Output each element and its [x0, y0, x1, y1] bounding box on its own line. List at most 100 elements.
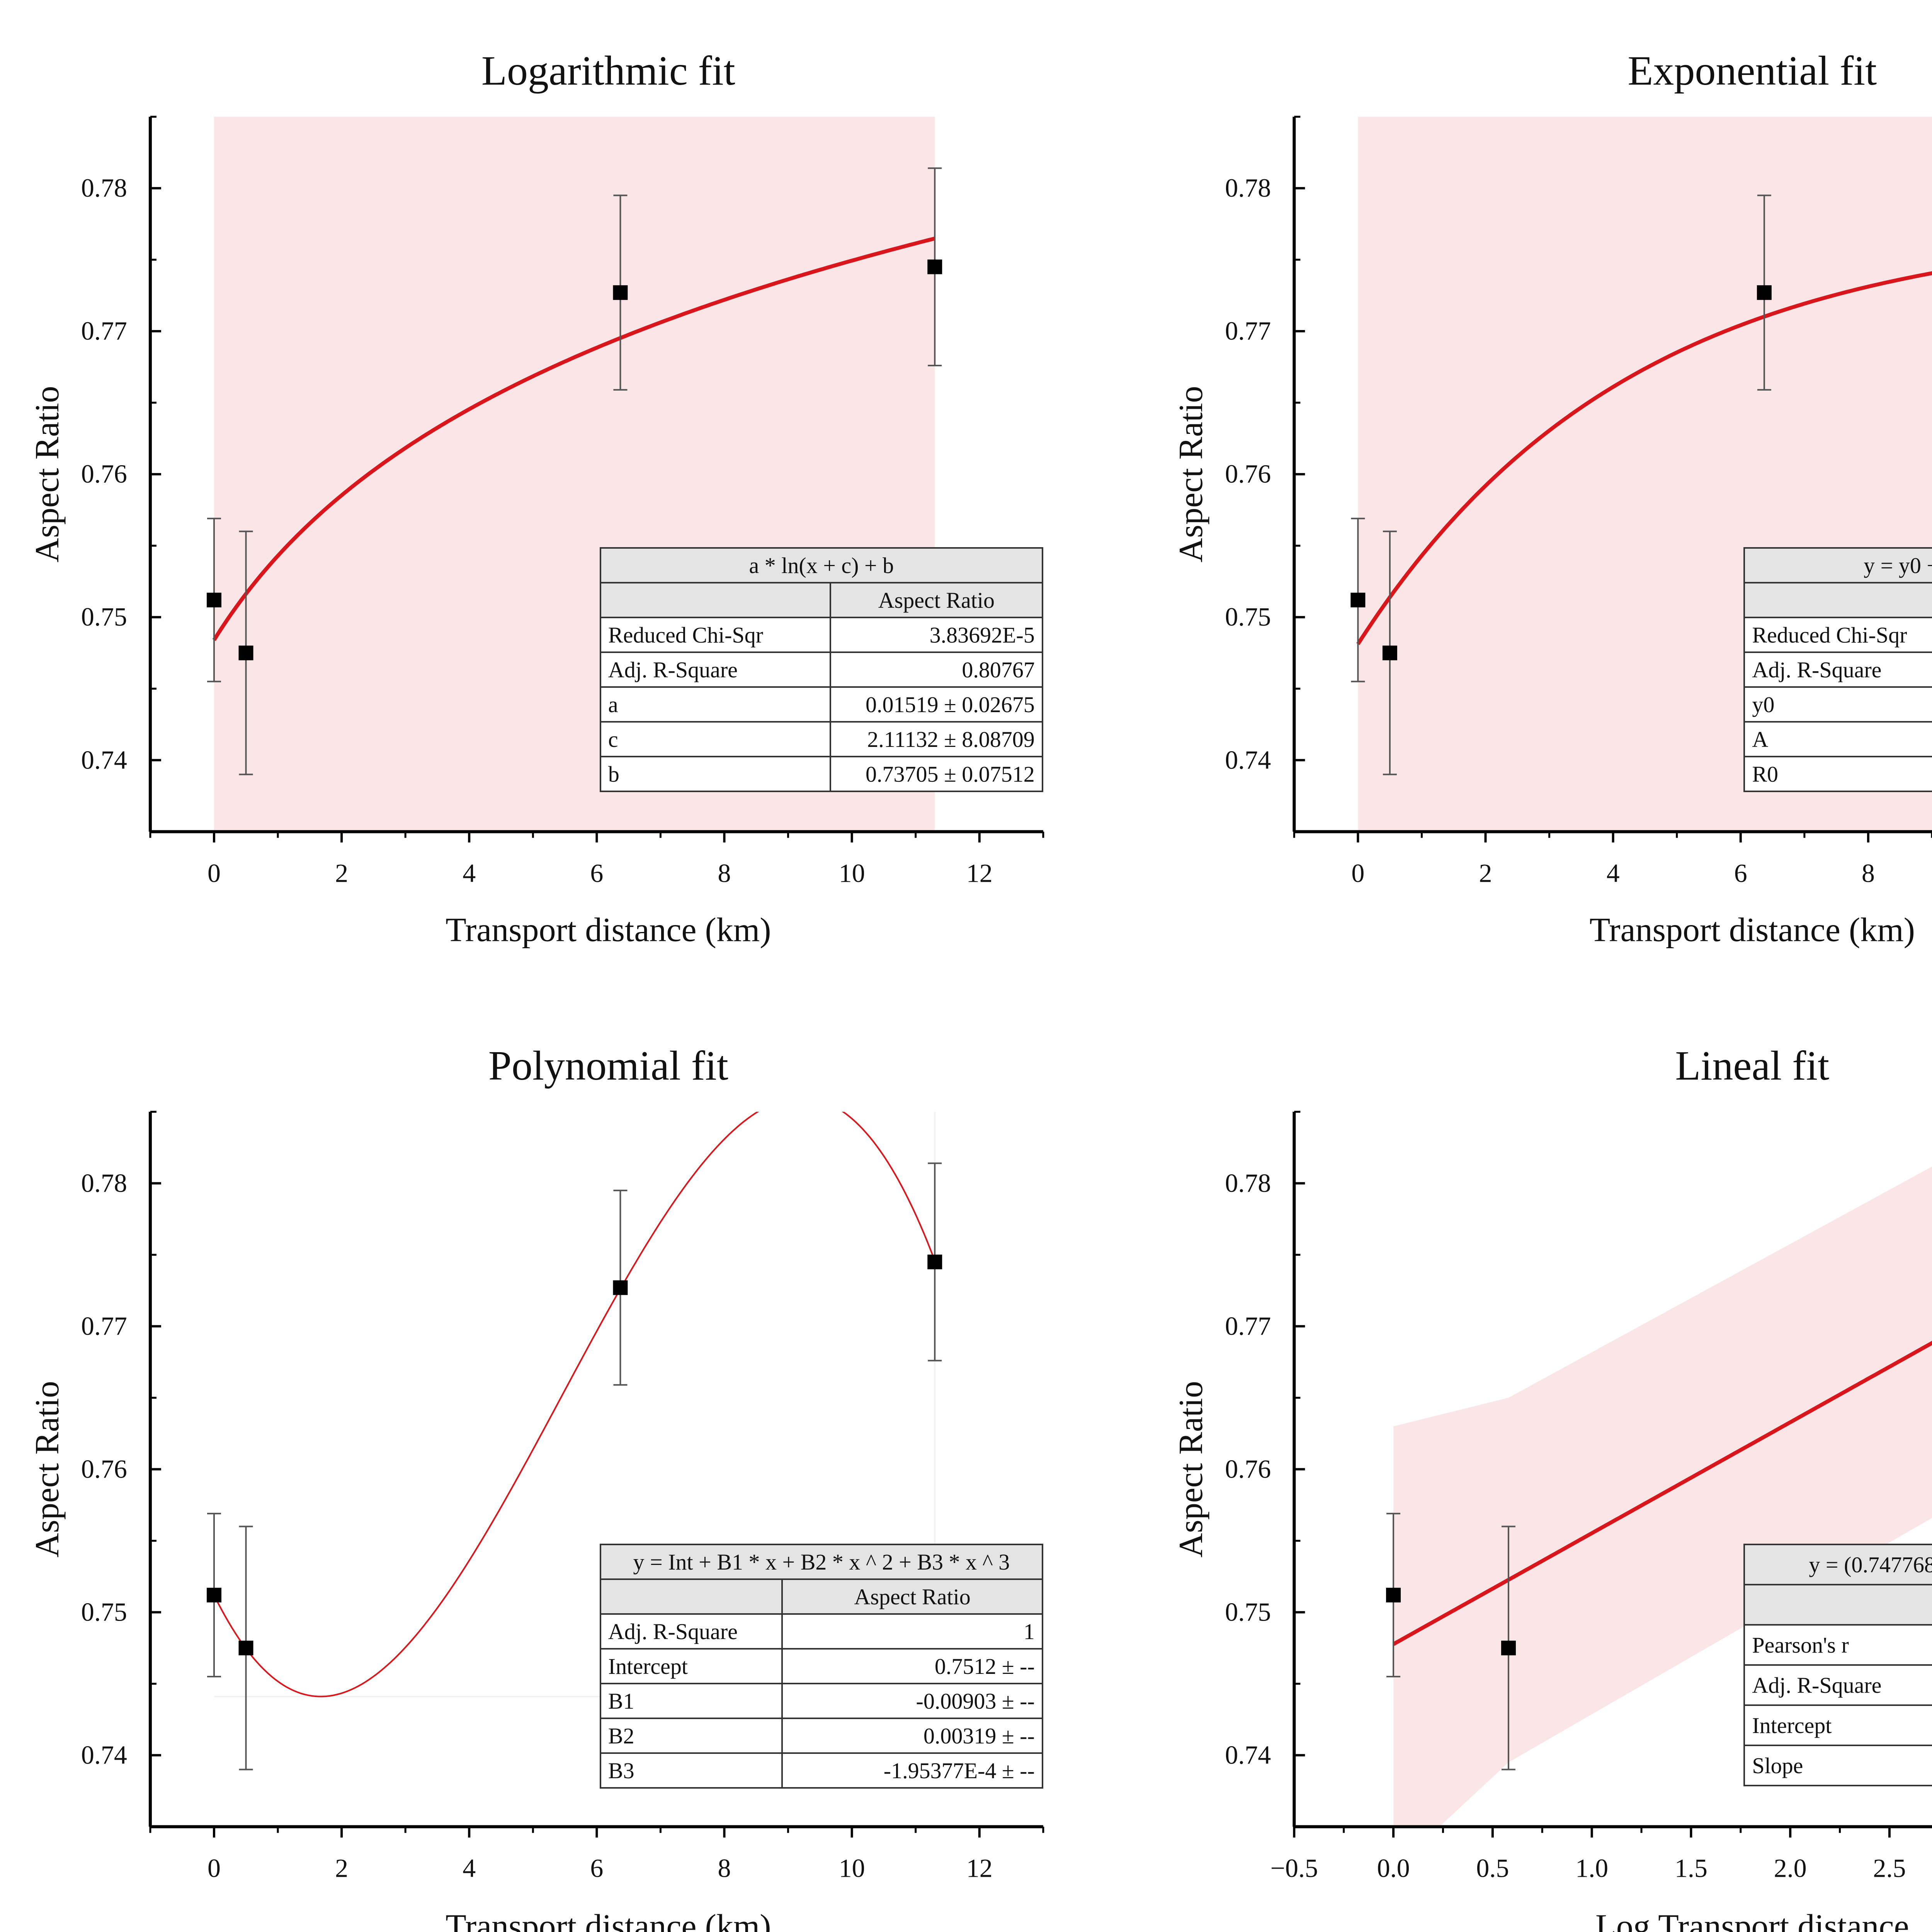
row-value: -0.00903 ± -- [781, 1683, 1043, 1719]
row-value: 1 [781, 1613, 1043, 1650]
plot-area [1392, 1167, 1932, 1827]
chart-title: Exponential fit [1628, 48, 1877, 94]
row-label: B2 [599, 1718, 783, 1754]
row-value: 0.01519 ± 0.02675 [829, 686, 1043, 723]
data-point [613, 1280, 628, 1295]
y-tick-label: 0.77 [81, 316, 127, 345]
data-point [1382, 645, 1397, 660]
y-tick-label: 0.74 [81, 745, 127, 774]
column-header: Aspect Ratio [829, 582, 1043, 618]
fit-results-table: y = y0 + A*exp(R0*x)Aspect RatioReduced … [1743, 547, 1932, 792]
data-point [1350, 592, 1366, 607]
row-label: Adj. R-Square [599, 1613, 783, 1650]
header-blank-cell [599, 582, 831, 618]
x-tick-label: 0.0 [1377, 1854, 1410, 1883]
x-tick-label: 1.5 [1675, 1854, 1708, 1883]
x-tick-label: 1.0 [1575, 1854, 1608, 1883]
y-tick-label: 0.74 [81, 1740, 127, 1770]
row-label: a [599, 686, 831, 723]
y-tick-label: 0.78 [81, 173, 127, 202]
y-tick-label: 0.77 [1225, 1311, 1271, 1340]
row-label: Intercept [599, 1648, 783, 1684]
row-label: b [599, 756, 831, 792]
panel-polynomial: 0.74 0.75 0.76 0.77 0.78 0 2 4 6 8 10 12 Polynomial … [29, 1043, 1044, 1932]
data-point [206, 1588, 221, 1603]
x-tick-label: 8 [718, 858, 731, 888]
y-tick-label: 0.74 [1225, 1740, 1271, 1770]
row-value: 0.00319 ± -- [781, 1718, 1043, 1754]
table-title-row: y = y0 + A*exp(R0*x) [1743, 547, 1932, 583]
table-row: B1 -0.00903 ± -- [599, 1683, 1043, 1719]
x-tick-label: 0 [207, 858, 221, 888]
table-title-row: y = Int + B1 * x + B2 * x ^ 2 + B3 * x ^… [599, 1544, 1043, 1580]
table-row: b 0.73705 ± 0.07512 [599, 756, 1043, 792]
panel-logarithmic: 0.74 0.75 0.76 0.77 0.78 0 2 4 6 8 10 12 Logarithmic… [29, 48, 1044, 949]
x-tick-label: 2 [335, 858, 348, 888]
fit-results-table: a * ln(x + c) + b Aspect Ratio Reduced Chi… [599, 547, 1043, 792]
x-tick-label: 6 [590, 858, 603, 888]
row-label: Reduced Chi-Sqr [1743, 617, 1932, 653]
x-tick-label: 4 [1607, 858, 1620, 888]
row-label: c [599, 721, 831, 757]
y-tick-label: 0.78 [81, 1168, 127, 1197]
y-tick-label: 0.74 [1225, 745, 1271, 774]
table-title-row: a * ln(x + c) + b [599, 547, 1043, 583]
x-tick-label: 2 [335, 1854, 348, 1883]
confidence-band [1393, 1167, 1932, 1827]
row-value: 0.73705 ± 0.07512 [829, 756, 1043, 792]
x-tick-label: 6 [590, 1854, 603, 1883]
chart-title: Polynomial fit [488, 1043, 728, 1089]
table-row: A-0.02948 ± 0.01113 [1743, 721, 1932, 757]
header-blank-cell [599, 1578, 783, 1615]
fit-curve [1392, 1340, 1932, 1646]
x-axis-label: Transport distance (km) [1590, 912, 1915, 949]
x-tick-label: −0.5 [1270, 1854, 1318, 1883]
fit-curve [213, 1112, 936, 1697]
fit-results-table: y = Int + B1 * x + B2 * x ^ 2 + B3 * x ^… [599, 1544, 1043, 1789]
row-value: 2.11132 ± 8.08709 [829, 721, 1043, 757]
y-tick-label: 0.75 [1225, 1597, 1271, 1626]
data-point [238, 645, 253, 660]
x-axis-label: Transport distance (km) [446, 1908, 771, 1932]
y-tick-label: 0.76 [81, 459, 127, 488]
row-value: 0.80767 [829, 651, 1043, 688]
table-header-row: Aspect Ratio [1743, 582, 1932, 618]
table-row: a 0.01519 ± 0.02675 [599, 686, 1043, 723]
row-value: 3.83692E-5 [829, 617, 1043, 653]
panel-exponential: 0.740.750.760.770.78024681012Exponential… [1172, 48, 1932, 949]
x-tick-label: 12 [966, 858, 993, 888]
table-header-row: Aspect Ratio [599, 582, 1043, 618]
chart-title: Lineal fit [1675, 1043, 1829, 1089]
y-axis-label: Aspect Ratio [1172, 1381, 1210, 1558]
x-axis-label: Transport distance (km) [446, 912, 771, 949]
table-row: Adj. R-Square 0.80767 [599, 651, 1043, 688]
row-label: B3 [599, 1752, 783, 1789]
row-label: Adj. R-Square [1743, 1664, 1932, 1706]
x-tick-label: 2 [1479, 858, 1492, 888]
y-axis-label: Aspect Ratio [29, 1381, 66, 1558]
table-row: B2 0.00319 ± -- [599, 1718, 1043, 1754]
column-header: Aspect Ratio [781, 1578, 1043, 1615]
y-tick-label: 0.75 [1225, 602, 1271, 631]
row-label: Adj. R-Square [599, 651, 831, 688]
y-tick-label: 0.78 [1225, 1168, 1271, 1197]
data-point [927, 1254, 942, 1269]
table-row: Reduced Chi-Sqr 3.83692E-5 [599, 617, 1043, 653]
data-point [927, 259, 942, 274]
data-point [206, 592, 221, 607]
row-value: 0.7512 ± -- [781, 1648, 1043, 1684]
row-value: -1.95377E-4 ± -- [781, 1752, 1043, 1789]
y-tick-label: 0.76 [1225, 1454, 1271, 1483]
fit-curve [1356, 271, 1932, 645]
y-tick-label: 0.75 [81, 602, 127, 631]
row-label: y0 [1743, 686, 1932, 723]
x-tick-label: 10 [839, 858, 865, 888]
y-tick-label: 0.78 [1225, 173, 1271, 202]
data-point [1501, 1640, 1516, 1655]
row-label: Slope [1743, 1745, 1932, 1786]
row-label: Intercept [1743, 1704, 1932, 1746]
fit-curve [212, 236, 935, 641]
x-tick-label: 4 [463, 1854, 476, 1883]
y-axis-label: Aspect Ratio [1172, 386, 1210, 563]
